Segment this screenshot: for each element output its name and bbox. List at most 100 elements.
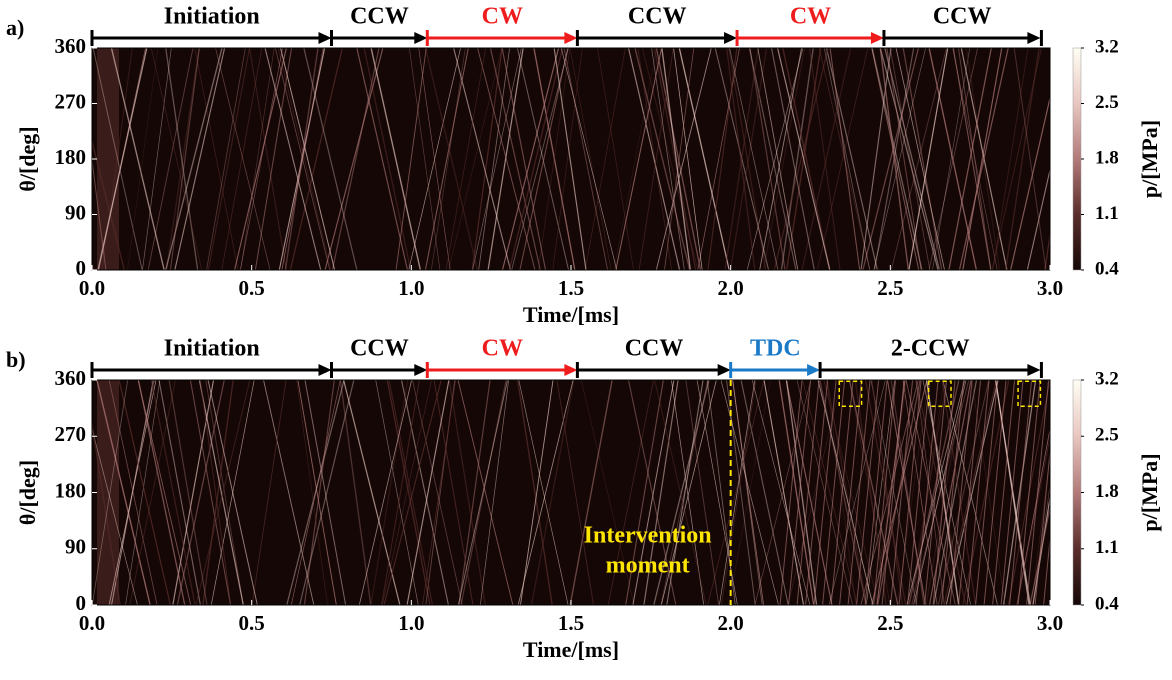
x-tick-label: 1.0 — [398, 611, 424, 635]
phase-label: CW — [482, 336, 523, 362]
texture — [560, 48, 618, 270]
texture — [286, 380, 345, 605]
colorbar-tick-label: 0.4 — [1095, 258, 1119, 279]
texture — [895, 48, 945, 270]
texture — [299, 380, 355, 605]
arrow-head — [724, 32, 738, 44]
texture — [580, 380, 635, 605]
texture — [881, 380, 905, 605]
texture — [125, 380, 161, 605]
texture — [263, 380, 315, 605]
texture — [448, 380, 486, 605]
texture — [96, 380, 151, 605]
texture — [520, 380, 554, 605]
texture — [1029, 505, 1050, 605]
texture — [847, 380, 871, 605]
texture — [778, 380, 815, 605]
texture — [165, 48, 223, 270]
texture — [430, 48, 466, 270]
y-tick-label: 90 — [65, 535, 86, 559]
texture — [898, 380, 922, 605]
texture — [848, 380, 891, 605]
texture — [199, 380, 232, 605]
texture — [422, 380, 456, 605]
texture — [418, 48, 451, 270]
x-axis-label: Time/[ms] — [523, 302, 619, 327]
texture — [763, 380, 805, 605]
texture — [879, 48, 939, 270]
texture — [856, 380, 880, 605]
colorbar — [1072, 47, 1082, 271]
texture — [277, 48, 332, 270]
colorbar-tick-label: 3.2 — [1095, 368, 1119, 389]
x-tick-label: 1.5 — [558, 276, 584, 300]
texture — [873, 380, 908, 605]
y-tick-label: 270 — [55, 89, 87, 113]
texture — [516, 48, 570, 270]
phase-label: CCW — [933, 4, 992, 30]
texture — [871, 48, 923, 270]
texture — [615, 48, 663, 270]
texture — [949, 380, 973, 605]
texture — [289, 48, 343, 270]
texture — [381, 380, 432, 605]
arrow-head — [717, 364, 731, 376]
texture — [137, 380, 186, 605]
texture — [169, 48, 200, 270]
texture — [685, 380, 720, 605]
texture — [363, 48, 412, 270]
texture — [889, 48, 931, 270]
texture — [983, 380, 1007, 605]
texture — [673, 48, 703, 270]
texture — [248, 48, 287, 270]
texture — [150, 48, 203, 270]
phase-label: Initiation — [164, 4, 260, 30]
texture — [654, 380, 707, 605]
y-tick-label: 0 — [76, 591, 87, 615]
texture — [860, 48, 892, 270]
texture — [925, 380, 965, 605]
texture — [928, 48, 978, 270]
x-tick-label: 3.0 — [1037, 611, 1063, 635]
y-tick-label: 270 — [55, 422, 87, 446]
texture — [478, 48, 511, 270]
texture — [854, 380, 887, 605]
highlight-box — [927, 380, 952, 407]
texture — [284, 48, 319, 270]
colorbar-label: p/[MPa] — [1137, 453, 1162, 531]
texture — [962, 48, 1003, 270]
texture — [890, 380, 914, 605]
texture — [97, 380, 119, 605]
colorbar-tick-label: 2.5 — [1095, 425, 1119, 446]
texture — [864, 380, 907, 605]
y-tick-label: 0 — [76, 256, 87, 280]
intervention-label: Intervention — [584, 523, 712, 549]
texture — [958, 380, 982, 605]
phase-label: CW — [790, 4, 831, 30]
x-tick-label: 2.0 — [718, 611, 744, 635]
colorbar-label: p/[MPa] — [1137, 120, 1162, 198]
y-axis-label: θ/[deg] — [15, 126, 40, 191]
texture — [563, 48, 609, 270]
texture — [195, 380, 251, 605]
texture — [207, 48, 251, 270]
texture — [207, 380, 258, 605]
x-axis-label: Time/[ms] — [523, 637, 619, 662]
texture — [721, 380, 757, 605]
texture — [638, 48, 674, 270]
arrow-head — [564, 32, 578, 44]
texture — [932, 380, 956, 605]
texture — [913, 380, 967, 605]
texture — [110, 48, 165, 270]
texture — [92, 419, 121, 605]
texture — [552, 48, 583, 270]
texture — [1004, 48, 1040, 270]
texture — [445, 48, 487, 270]
texture — [280, 48, 336, 270]
texture — [92, 380, 129, 605]
texture — [517, 380, 574, 605]
texture — [941, 380, 965, 605]
texture — [726, 380, 756, 605]
texture — [607, 380, 655, 605]
x-tick-label: 2.5 — [877, 276, 903, 300]
